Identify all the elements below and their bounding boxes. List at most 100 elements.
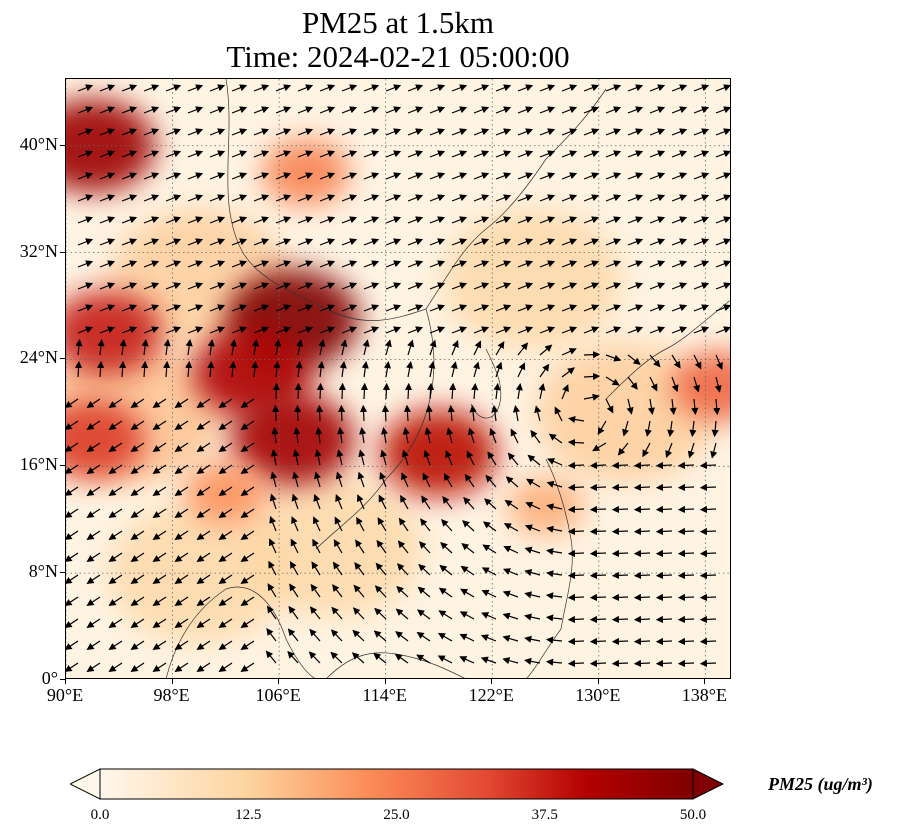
wind-arrow-249 [275, 260, 292, 268]
x-tick-mark-1 [171, 679, 173, 684]
wind-arrow-756 [196, 640, 211, 650]
wind-arrow-653 [567, 549, 585, 558]
wind-arrow-132 [341, 172, 358, 180]
wind-arrow-534 [589, 461, 607, 470]
wind-arrow-663 [130, 574, 145, 584]
wind-arrow-412 [561, 367, 575, 378]
wind-arrow-254 [385, 260, 402, 268]
wind-arrow-281 [319, 282, 336, 290]
wind-arrow-475 [622, 420, 630, 437]
wind-arrow-459 [272, 404, 280, 422]
wind-arrow-512 [108, 464, 123, 474]
wind-arrow-450 [66, 420, 79, 430]
wind-arrow-44 [385, 106, 402, 114]
wind-arrow-569 [699, 483, 717, 492]
wind-arrow-523 [358, 449, 366, 466]
wind-arrow-387 [671, 354, 681, 369]
wind-arrow-544 [152, 486, 167, 496]
wind-arrow-745 [611, 615, 629, 624]
wind-arrow-468 [469, 404, 477, 422]
colorbar-tick-label-3: 37.5 [531, 807, 558, 823]
wind-arrow-263 [583, 260, 600, 268]
wind-arrow-283 [363, 282, 380, 290]
wind-arrow-419 [714, 376, 722, 393]
wind-arrow-449 [713, 398, 721, 416]
wind-arrow-424 [152, 398, 167, 408]
wind-arrow-644 [376, 539, 387, 554]
wind-arrow-200 [517, 216, 534, 224]
wind-arrow-423 [130, 398, 145, 408]
wind-arrow-85 [627, 128, 644, 136]
wind-arrow-409 [495, 361, 503, 378]
wind-arrow-21 [539, 84, 556, 92]
wind-arrow-705 [396, 585, 409, 598]
wind-arrow-286 [429, 282, 446, 290]
wind-arrow-520 [292, 449, 300, 466]
wind-arrow-598 [677, 505, 695, 514]
wind-arrow-229 [495, 238, 512, 246]
wind-arrow-404 [383, 361, 391, 378]
wind-arrow-71 [319, 128, 336, 136]
y-tick-mark-5 [60, 144, 65, 146]
wind-arrow-155 [187, 194, 204, 202]
wind-arrow-550 [292, 471, 300, 488]
wind-arrow-592 [546, 503, 563, 511]
wind-arrow-174 [605, 194, 622, 202]
wind-arrow-731 [309, 606, 321, 620]
wind-arrow-467 [447, 404, 455, 422]
wind-arrow-224 [385, 238, 402, 246]
wind-arrow-433 [360, 382, 369, 400]
wind-arrow-269 [715, 260, 730, 268]
wind-arrow-471 [534, 405, 542, 422]
wind-arrow-531 [527, 454, 541, 466]
wind-arrow-225 [407, 238, 424, 246]
wind-arrow-593 [567, 505, 585, 514]
wind-arrow-540 [66, 486, 79, 496]
wind-arrow-728 [240, 618, 255, 628]
wind-arrow-491 [315, 426, 323, 444]
wind-arrow-210 [77, 238, 94, 246]
wind-arrow-493 [359, 427, 367, 444]
wind-arrow-411 [539, 363, 550, 378]
wind-arrow-452 [108, 420, 123, 430]
x-tick-label-5: 130°E [575, 685, 621, 705]
wind-arrow-740 [502, 612, 519, 620]
y-tick-mark-4 [60, 251, 65, 253]
wind-arrow-442 [561, 384, 569, 400]
wind-arrow-656 [633, 549, 651, 558]
wind-arrow-716 [633, 593, 651, 602]
y-tick-mark-2 [60, 465, 65, 467]
wind-arrow-646 [418, 541, 431, 554]
wind-arrow-693 [130, 596, 145, 606]
wind-arrow-563 [567, 483, 585, 492]
wind-arrow-465 [403, 404, 411, 422]
wind-arrow-786 [196, 662, 211, 672]
wind-arrow-709 [481, 589, 497, 598]
wind-arrow-37 [231, 106, 248, 114]
wind-arrow-561 [526, 478, 541, 488]
wind-arrow-255 [407, 260, 424, 268]
wind-arrow-701 [310, 583, 321, 598]
wind-arrow-582 [335, 493, 343, 510]
wind-arrow-680 [502, 568, 519, 576]
wind-arrow-360 [75, 338, 83, 356]
wind-arrow-336 [209, 326, 226, 334]
wind-arrow-73 [363, 128, 380, 136]
wind-arrow-443 [583, 393, 600, 401]
wind-arrow-641 [312, 538, 321, 554]
wind-arrow-773 [567, 637, 585, 646]
wind-arrow-151 [99, 194, 116, 202]
wind-arrow-585 [400, 494, 409, 510]
wind-arrow-87 [671, 128, 688, 136]
wind-arrow-640 [290, 538, 299, 554]
wind-arrow-287 [451, 282, 468, 290]
wind-arrow-473 [568, 415, 585, 424]
wind-arrow-62 [121, 128, 138, 136]
wind-arrow-714 [589, 593, 607, 602]
wind-arrow-289 [495, 282, 512, 290]
wind-arrow-619 [482, 521, 497, 532]
wind-arrow-285 [407, 282, 424, 290]
wind-arrow-291 [539, 282, 556, 290]
wind-arrow-321 [539, 304, 556, 312]
wind-arrow-370 [296, 339, 304, 356]
